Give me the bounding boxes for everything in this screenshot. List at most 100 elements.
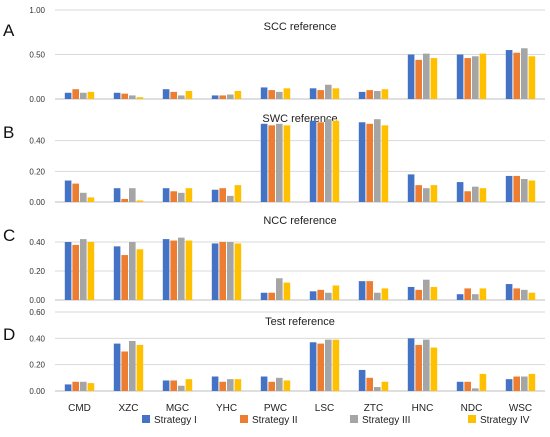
- bar-c-ztc-s2: [366, 281, 373, 300]
- bar-b-yhc-s2: [219, 188, 226, 202]
- legend-label: Strategy I: [154, 415, 197, 426]
- bar-d-cmd-s2: [72, 382, 79, 391]
- legend-item: Strategy IV: [468, 415, 530, 426]
- bar-b-cmd-s1: [65, 181, 72, 202]
- bar-c-mgc-s4: [186, 241, 193, 300]
- bar-b-hnc-s4: [431, 185, 438, 202]
- bar-b-xzc-s3: [129, 188, 136, 202]
- bar-b-xzc-s2: [121, 199, 128, 202]
- bar-a-lsc-s4: [333, 88, 340, 99]
- bar-c-ztc-s4: [382, 288, 389, 300]
- y-tick-label: 0.40: [29, 137, 45, 146]
- bar-c-xzc-s2: [121, 255, 128, 300]
- bar-a-hnc-s1: [408, 55, 415, 100]
- bar-a-mgc-s1: [163, 89, 170, 99]
- legend-swatch: [468, 415, 476, 423]
- bar-d-lsc-s4: [333, 340, 340, 391]
- bar-d-pwc-s4: [284, 380, 291, 391]
- y-tick-label: 0.00: [29, 296, 45, 305]
- bar-a-pwc-s4: [284, 88, 291, 99]
- bar-c-ndc-s1: [457, 294, 464, 300]
- panel-d: 0.00 0.20 0.40 0.60 D Test reference: [3, 308, 545, 396]
- bar-d-pwc-s3: [276, 378, 283, 391]
- bar-b-cmd-s4: [88, 197, 95, 202]
- bar-d-yhc-s2: [219, 382, 226, 391]
- bar-a-xzc-s2: [121, 94, 128, 99]
- bar-c-cmd-s4: [88, 242, 95, 300]
- bar-a-ndc-s4: [480, 54, 487, 99]
- bar-b-ndc-s4: [480, 188, 487, 202]
- bar-b-ztc-s4: [382, 125, 389, 202]
- bar-d-wsc-s3: [521, 377, 528, 391]
- bar-c-xzc-s4: [137, 249, 144, 300]
- bar-d-hnc-s3: [423, 340, 430, 391]
- bar-b-lsc-s1: [310, 121, 317, 202]
- panel-title: Test reference: [265, 316, 335, 328]
- bar-a-lsc-s2: [317, 90, 324, 99]
- bar-a-wsc-s4: [529, 56, 536, 99]
- bar-d-ztc-s4: [382, 382, 389, 391]
- bar-c-pwc-s4: [284, 283, 291, 300]
- bar-b-xzc-s4: [137, 200, 144, 202]
- bar-b-ndc-s2: [464, 191, 471, 202]
- x-tick-label: WSC: [509, 403, 532, 414]
- panel-title: SCC reference: [264, 21, 337, 33]
- bar-a-ndc-s3: [472, 56, 479, 99]
- bar-d-lsc-s2: [317, 344, 324, 391]
- bar-b-wsc-s3: [521, 179, 528, 202]
- bar-d-mgc-s3: [178, 386, 185, 391]
- legend-label: Strategy IV: [480, 415, 530, 426]
- bar-b-hnc-s3: [423, 188, 430, 202]
- panel-letter: A: [3, 21, 15, 40]
- x-tick-label: MGC: [166, 403, 189, 414]
- legend-item: Strategy I: [142, 415, 197, 426]
- panel-letter: B: [3, 123, 14, 142]
- y-tick-label: 0.40: [29, 238, 45, 247]
- bar-b-lsc-s3: [325, 119, 332, 202]
- bar-c-hnc-s2: [415, 290, 422, 300]
- bar-d-ndc-s2: [464, 382, 471, 391]
- bar-b-lsc-s4: [333, 121, 340, 202]
- bar-b-yhc-s3: [227, 196, 234, 202]
- bar-d-cmd-s1: [65, 384, 72, 391]
- y-tick-label: 0.60: [29, 308, 45, 317]
- bar-c-ztc-s1: [359, 281, 366, 300]
- bar-a-mgc-s2: [170, 92, 177, 99]
- bar-b-ndc-s1: [457, 182, 464, 202]
- bar-a-yhc-s4: [235, 91, 242, 99]
- bar-a-xzc-s4: [137, 97, 144, 99]
- bar-d-xzc-s2: [121, 352, 128, 392]
- bar-d-ztc-s2: [366, 378, 373, 391]
- bar-a-wsc-s3: [521, 48, 528, 99]
- bar-a-pwc-s3: [276, 92, 283, 99]
- bar-d-wsc-s2: [513, 377, 520, 391]
- bar-c-lsc-s3: [325, 293, 332, 300]
- bar-a-mgc-s3: [178, 95, 185, 99]
- bar-b-yhc-s1: [212, 190, 219, 202]
- bar-c-ndc-s2: [464, 288, 471, 300]
- bar-c-lsc-s2: [317, 290, 324, 300]
- bar-a-ztc-s4: [382, 89, 389, 99]
- bar-d-hnc-s1: [408, 338, 415, 391]
- bar-a-lsc-s3: [325, 85, 332, 99]
- bar-b-cmd-s3: [80, 193, 87, 202]
- bar-a-cmd-s3: [80, 93, 87, 99]
- bar-c-pwc-s3: [276, 278, 283, 300]
- bar-a-ztc-s1: [359, 92, 366, 99]
- x-tick-label: YHC: [216, 403, 237, 414]
- legend: Strategy I Strategy II Strategy III Strateg…: [142, 415, 530, 426]
- bar-d-lsc-s1: [310, 342, 317, 391]
- bar-a-xzc-s3: [129, 95, 136, 99]
- panel-c: 0.00 0.20 0.40 C NCC reference: [3, 215, 545, 305]
- bar-c-pwc-s1: [261, 293, 268, 300]
- bar-d-ndc-s1: [457, 382, 464, 391]
- bar-a-cmd-s4: [88, 92, 95, 99]
- bar-a-lsc-s1: [310, 88, 317, 99]
- bar-d-yhc-s3: [227, 379, 234, 391]
- bar-d-ztc-s3: [374, 387, 381, 391]
- bar-a-mgc-s4: [186, 91, 193, 99]
- bar-b-pwc-s1: [261, 124, 268, 202]
- bar-a-xzc-s1: [114, 93, 121, 99]
- bar-a-wsc-s2: [513, 53, 520, 99]
- bar-b-lsc-s2: [317, 122, 324, 202]
